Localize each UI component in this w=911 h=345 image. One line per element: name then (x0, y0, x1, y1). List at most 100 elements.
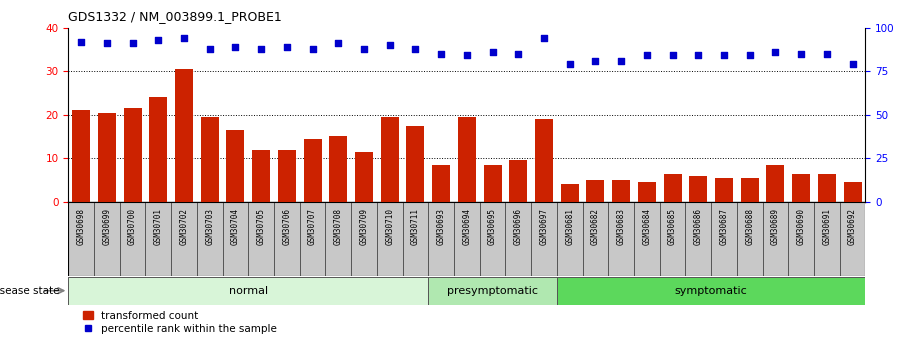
Text: GSM30697: GSM30697 (539, 208, 548, 245)
Bar (149, 97, 168, 202)
Text: GSM30709: GSM30709 (360, 208, 369, 245)
Text: GSM30681: GSM30681 (565, 208, 574, 245)
Point (665, 53, 680, 58)
Point (614, 58, 629, 63)
Text: GSM30696: GSM30696 (514, 208, 523, 245)
Text: GSM30693: GSM30693 (436, 208, 445, 245)
Bar (741, 178, 759, 202)
Bar (428, 277, 557, 305)
Text: GSM30691: GSM30691 (823, 208, 832, 245)
Text: GSM30704: GSM30704 (231, 208, 240, 245)
Text: GSM30688: GSM30688 (745, 208, 754, 245)
Point (408, 46, 423, 51)
Text: symptomatic: symptomatic (675, 286, 748, 296)
Bar (381, 117, 399, 202)
Bar (509, 160, 527, 202)
Point (331, 40, 345, 46)
Point (305, 46, 320, 51)
Text: GSM30695: GSM30695 (488, 208, 497, 245)
Text: GSM30690: GSM30690 (796, 208, 805, 245)
Bar (68, 277, 428, 305)
Text: GSM30702: GSM30702 (179, 208, 189, 245)
Point (691, 53, 706, 58)
Point (177, 35, 191, 41)
Point (459, 53, 474, 58)
Text: normal: normal (229, 286, 268, 296)
Bar (484, 165, 502, 202)
Bar (329, 137, 347, 202)
Text: GSM30707: GSM30707 (308, 208, 317, 245)
Point (640, 53, 654, 58)
Text: GSM30682: GSM30682 (591, 208, 600, 245)
Text: GSM30710: GSM30710 (385, 208, 394, 245)
Bar (766, 165, 784, 202)
Point (742, 53, 757, 58)
Text: GSM30694: GSM30694 (463, 208, 471, 245)
Bar (561, 185, 578, 202)
Text: GSM30685: GSM30685 (668, 208, 677, 245)
Text: presymptomatic: presymptomatic (447, 286, 538, 296)
Text: GSM30689: GSM30689 (771, 208, 780, 245)
Point (717, 53, 732, 58)
Point (383, 42, 397, 48)
Legend: transformed count, percentile rank within the sample: transformed count, percentile rank withi… (83, 310, 277, 334)
Bar (252, 150, 271, 202)
Text: GSM30703: GSM30703 (205, 208, 214, 245)
Text: GSM30711: GSM30711 (411, 208, 420, 245)
Bar (278, 150, 296, 202)
Bar (793, 174, 810, 202)
Bar (458, 117, 476, 202)
Point (537, 35, 551, 41)
Bar (72, 110, 90, 202)
Bar (818, 174, 836, 202)
Bar (612, 180, 630, 202)
Bar (406, 126, 425, 202)
Point (202, 46, 217, 51)
Point (228, 44, 242, 50)
Point (562, 61, 577, 67)
Point (511, 51, 526, 57)
Text: GSM30699: GSM30699 (102, 208, 111, 245)
Point (99, 40, 114, 46)
Point (486, 49, 500, 55)
Bar (175, 69, 193, 202)
Text: GDS1332 / NM_003899.1_PROBE1: GDS1332 / NM_003899.1_PROBE1 (68, 10, 282, 23)
Text: GSM30698: GSM30698 (77, 208, 86, 245)
Point (126, 40, 140, 46)
Bar (303, 139, 322, 202)
Text: disease state: disease state (0, 286, 59, 296)
Point (74, 39, 88, 44)
Bar (663, 174, 681, 202)
Bar (432, 165, 450, 202)
Text: GSM30708: GSM30708 (333, 208, 343, 245)
Point (434, 51, 448, 57)
Bar (200, 117, 219, 202)
Bar (844, 182, 862, 202)
Point (151, 37, 166, 42)
Point (357, 46, 372, 51)
Bar (690, 176, 707, 202)
Text: GSM30692: GSM30692 (848, 208, 857, 245)
Bar (227, 130, 244, 202)
Bar (587, 180, 605, 202)
Bar (97, 112, 116, 202)
Bar (638, 182, 656, 202)
Bar (355, 152, 373, 202)
Text: GSM30684: GSM30684 (642, 208, 651, 245)
Point (820, 51, 834, 57)
Point (793, 51, 808, 57)
Text: GSM30687: GSM30687 (720, 208, 729, 245)
Bar (535, 119, 553, 202)
Point (768, 49, 783, 55)
Text: GSM30700: GSM30700 (128, 208, 138, 245)
Bar (124, 108, 141, 202)
Point (589, 58, 603, 63)
Text: GSM30705: GSM30705 (257, 208, 266, 245)
Point (845, 61, 860, 67)
Bar (715, 178, 733, 202)
Bar (557, 277, 865, 305)
Point (254, 46, 269, 51)
Text: GSM30683: GSM30683 (617, 208, 626, 245)
Text: GSM30701: GSM30701 (154, 208, 163, 245)
Point (280, 44, 294, 50)
